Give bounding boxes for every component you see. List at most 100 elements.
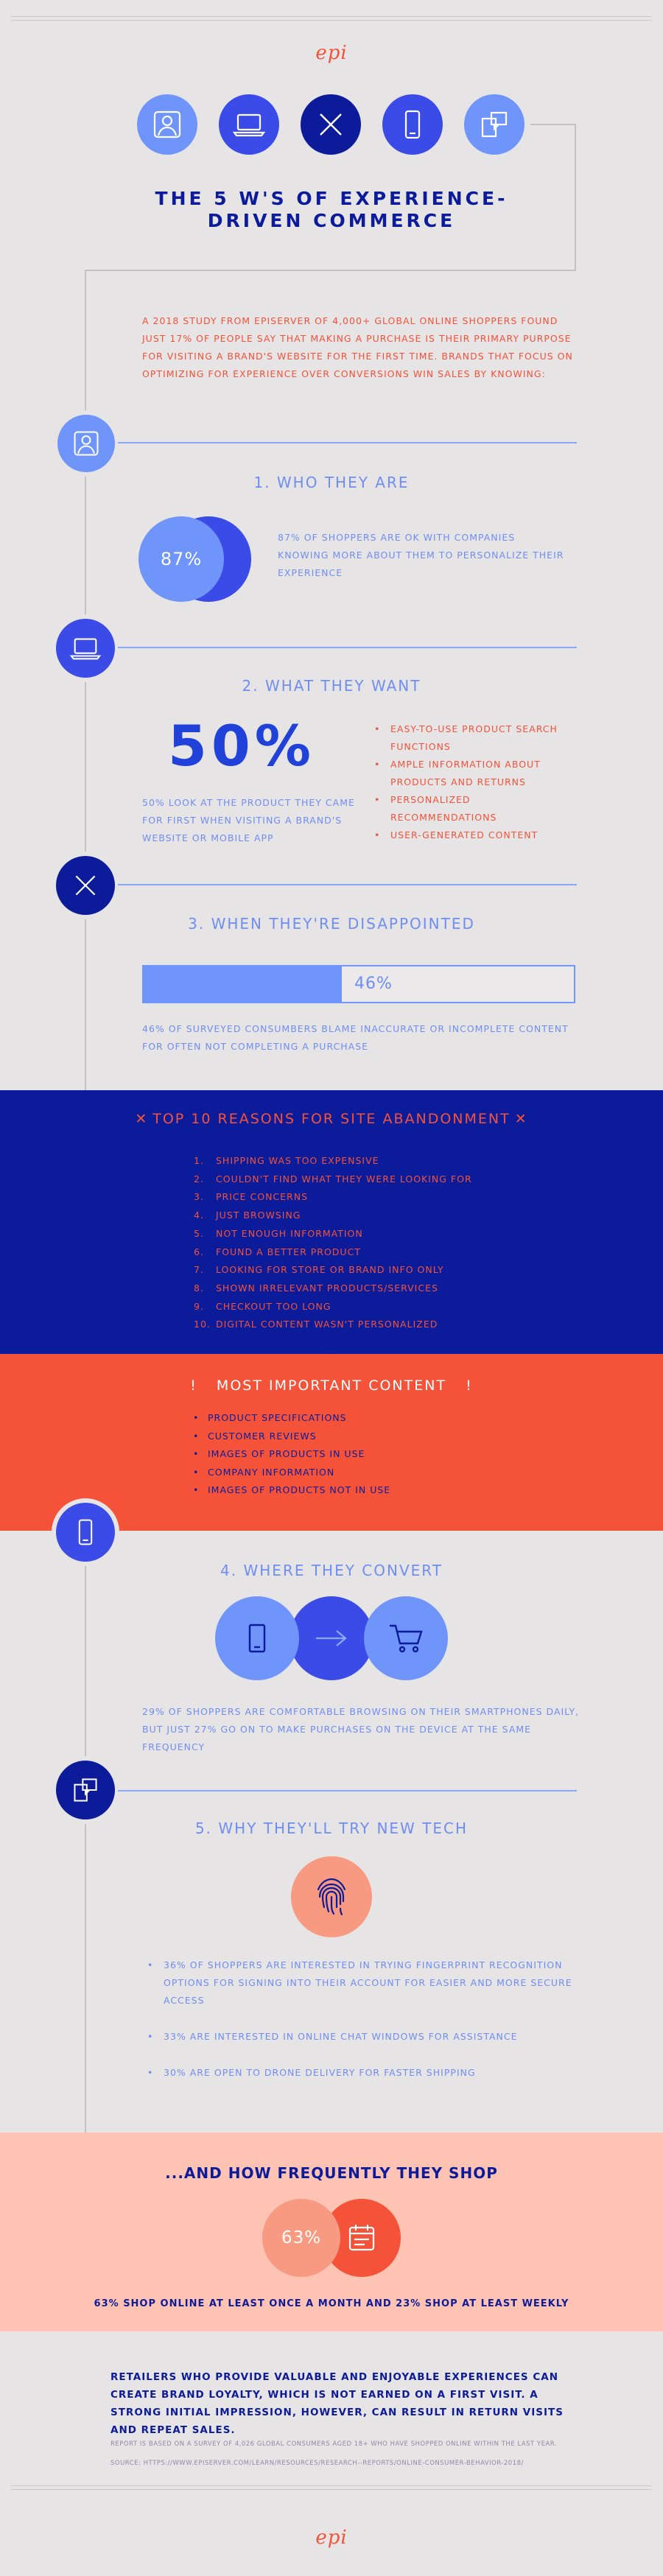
page-title: THE 5 W'S OF EXPERIENCE- — [155, 188, 508, 209]
important-heading: MOST IMPORTANT CONTENT — [216, 1378, 447, 1394]
stat-50: 50% — [168, 713, 315, 779]
important-heading-row: ! MOST IMPORTANT CONTENT! — [0, 1378, 663, 1394]
list-item: 6. FOUND A BETTER PRODUCT — [194, 1243, 472, 1262]
item-text: SHIPPING WAS TOO EXPENSIVE — [216, 1155, 379, 1166]
closing-text: RETAILERS WHO PROVIDE VALUABLE AND ENJOY… — [110, 2371, 564, 2436]
bottom-rule-2 — [11, 2489, 652, 2490]
item-text: NOT ENOUGH INFORMATION — [216, 1227, 363, 1239]
stat-63: 63% — [262, 2199, 340, 2277]
who-text: 87% OF SHOPPERS ARE OK WITH COMPANIES KN… — [278, 532, 564, 578]
section-divider — [118, 1790, 577, 1791]
connector — [575, 124, 576, 271]
close-icon — [56, 856, 115, 915]
top10-heading-row: ✕ TOP 10 REASONS FOR SITE ABANDONMENT ✕ — [0, 1111, 663, 1127]
item-number: 9. — [194, 1300, 204, 1312]
list-item: 7. LOOKING FOR STORE OR BRAND INFO ONLY — [194, 1261, 472, 1280]
source: SOURCE: HTTPS://WWW.EPISERVER.COM/LEARN/… — [110, 2460, 524, 2467]
top10-list: 1. SHIPPING WAS TOO EXPENSIVE 2. COULDN'T F… — [194, 1152, 472, 1334]
top-rule — [11, 16, 652, 17]
why-list: 36% OF SHOPPERS ARE INTERESTED IN TRYING… — [141, 1956, 583, 2100]
close-icon: ✕ — [135, 1111, 149, 1127]
top-rule-2 — [11, 20, 652, 21]
section-heading-when: 3. WHEN THEY'RE DISAPPOINTED — [188, 915, 475, 933]
connector — [85, 270, 576, 271]
smartphone-icon — [215, 1596, 299, 1680]
stat-87: 87% — [138, 516, 224, 602]
item-text: DIGITAL CONTENT WASN'T PERSONALIZED — [216, 1319, 438, 1330]
section-divider — [118, 442, 577, 443]
chat-icon — [464, 94, 525, 155]
item-number: 2. — [194, 1173, 204, 1185]
list-item: IMAGES OF PRODUCTS NOT IN USE — [193, 1481, 390, 1500]
list-item: IMAGES OF PRODUCTS IN USE — [193, 1445, 390, 1464]
connector — [530, 124, 576, 125]
who-icon — [137, 94, 197, 155]
list-item: 36% OF SHOPPERS ARE INTERESTED IN TRYING… — [141, 1956, 583, 2010]
when-text: 46% OF SURVEYED CONSUMBERS BLAME INACCUR… — [142, 1023, 569, 1052]
item-number: 4. — [194, 1210, 204, 1221]
bottom-rule — [11, 2485, 652, 2486]
list-item: CUSTOMER REVIEWS — [193, 1428, 390, 1446]
list-item: 5. NOT ENOUGH INFORMATION — [194, 1225, 472, 1243]
episerver-logo: epi — [315, 42, 348, 64]
footnote: REPORT IS BASED ON A SURVEY OF 4,026 GLO… — [110, 2440, 558, 2448]
list-item: 2. COULDN'T FIND WHAT THEY WERE LOOKING F… — [194, 1171, 472, 1189]
progress-fill — [144, 966, 342, 1002]
fingerprint-icon — [291, 1856, 372, 1937]
section-heading-why: 5. WHY THEY'LL TRY NEW TECH — [194, 1819, 469, 1837]
list-item: 33% ARE INTERESTED IN ONLINE CHAT WINDOW… — [141, 2028, 583, 2046]
list-item: PERSONALIZED RECOMMENDATIONS — [374, 791, 573, 827]
list-item: EASY-TO-USE PRODUCT SEARCH FUNCTIONS — [374, 720, 573, 756]
item-text: CHECKOUT TOO LONG — [216, 1300, 332, 1312]
arrow-circle — [290, 1596, 373, 1680]
what-text: 50% LOOK AT THE PRODUCT THEY CAME FOR FI… — [142, 797, 355, 843]
item-text: LOOKING FOR STORE OR BRAND INFO ONLY — [216, 1264, 444, 1276]
section-heading-where: 4. WHERE THEY CONVERT — [220, 1562, 443, 1579]
item-text: JUST BROWSING — [216, 1210, 301, 1221]
what-they-want-list: EASY-TO-USE PRODUCT SEARCH FUNCTIONSAMPL… — [374, 720, 573, 844]
where-text: 29% OF SHOPPERS ARE COMFORTABLE BROWSING… — [142, 1706, 580, 1752]
item-text: FOUND A BETTER PRODUCT — [216, 1246, 361, 1257]
page-subtitle: DRIVEN COMMERCE — [207, 210, 456, 231]
item-number: 7. — [194, 1264, 204, 1276]
section-heading-what: 2. WHAT THEY WANT — [242, 677, 421, 695]
list-item: 10. DIGITAL CONTENT WASN'T PERSONALIZED — [194, 1316, 472, 1334]
list-item: PRODUCT SPECIFICATIONS — [193, 1409, 390, 1428]
stat-46: 46% — [354, 975, 393, 993]
important-list: PRODUCT SPECIFICATIONSCUSTOMER REVIEWSIM… — [193, 1409, 390, 1500]
item-number: 6. — [194, 1246, 204, 1257]
item-number: 8. — [194, 1282, 204, 1294]
exclamation-icon: ! — [466, 1378, 473, 1394]
cart-icon — [364, 1596, 448, 1680]
list-item: 8. SHOWN IRRELEVANT PRODUCTS/SERVICES — [194, 1280, 472, 1298]
smartphone-icon — [382, 94, 443, 155]
smartphone-icon — [56, 1503, 115, 1562]
intro-text: A 2018 STUDY FROM EPISERVER OF 4,000+ GL… — [142, 315, 573, 379]
item-text: SHOWN IRRELEVANT PRODUCTS/SERVICES — [216, 1282, 438, 1294]
frequency-heading: ...AND HOW FREQUENTLY THEY SHOP — [165, 2164, 498, 2182]
who-icon — [57, 415, 115, 472]
progress-bar: 46% — [142, 965, 575, 1003]
list-item: COMPANY INFORMATION — [193, 1464, 390, 1482]
top10-heading: TOP 10 REASONS FOR SITE ABANDONMENT — [152, 1111, 511, 1127]
chat-icon — [56, 1761, 115, 1819]
list-item: 9. CHECKOUT TOO LONG — [194, 1298, 472, 1316]
list-item: 3. PRICE CONCERNS — [194, 1188, 472, 1207]
section-heading-who: 1. WHO THEY ARE — [253, 474, 410, 491]
close-icon: ✕ — [514, 1111, 528, 1127]
item-number: 1. — [194, 1155, 204, 1166]
list-item: 4. JUST BROWSING — [194, 1207, 472, 1225]
list-item: 1. SHIPPING WAS TOO EXPENSIVE — [194, 1152, 472, 1171]
list-item: USER-GENERATED CONTENT — [374, 827, 573, 844]
close-icon — [301, 94, 361, 155]
laptop-icon — [56, 619, 115, 678]
episerver-logo: epi — [315, 2527, 348, 2549]
item-number: 3. — [194, 1191, 204, 1203]
list-item: 30% ARE OPEN TO DRONE DELIVERY FOR FASTE… — [141, 2064, 583, 2082]
frequency-text: 63% SHOP ONLINE AT LEAST ONCE A MONTH AN… — [94, 2298, 569, 2309]
exclamation-icon: ! — [190, 1378, 197, 1394]
item-number: 5. — [194, 1227, 204, 1239]
item-number: 10. — [194, 1319, 211, 1330]
item-text: COULDN'T FIND WHAT THEY WERE LOOKING FOR — [216, 1173, 472, 1185]
laptop-icon — [219, 94, 279, 155]
